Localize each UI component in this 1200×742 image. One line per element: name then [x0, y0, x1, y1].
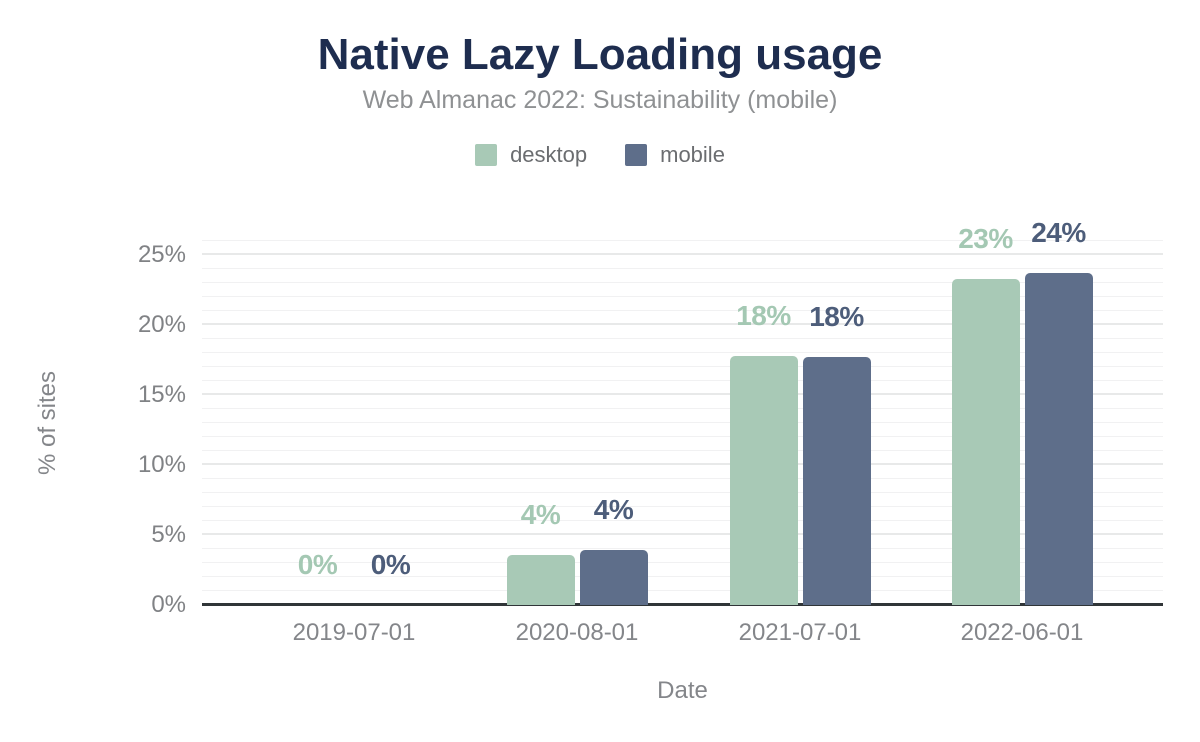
major-gridline — [202, 323, 1163, 325]
legend: desktop mobile — [0, 142, 1200, 168]
x-axis-tick-label: 2021-07-01 — [738, 619, 862, 646]
minor-gridline — [202, 478, 1163, 479]
minor-gridline — [202, 590, 1163, 591]
x-axis-tick-label: 2019-07-01 — [292, 619, 416, 646]
major-gridline — [202, 253, 1163, 255]
x-axis-tick-label: 2022-06-01 — [960, 619, 1084, 646]
y-axis-title-label: % of sites — [34, 370, 62, 476]
minor-gridline — [202, 296, 1163, 297]
bar-mobile-2020-08-01[interactable] — [579, 550, 648, 605]
minor-gridline — [202, 268, 1163, 269]
minor-gridline — [202, 240, 1163, 241]
legend-item-desktop[interactable]: desktop — [475, 142, 587, 168]
minor-gridline — [202, 422, 1163, 423]
minor-gridline — [202, 310, 1163, 311]
minor-gridline — [202, 408, 1163, 409]
minor-gridline — [202, 282, 1163, 283]
major-gridline — [202, 463, 1163, 465]
y-axis-tick-label: 25% — [137, 241, 186, 268]
legend-item-mobile[interactable]: mobile — [625, 142, 725, 168]
bar-value-label-desktop-2019-07-01: 0% — [297, 549, 338, 580]
bar-value-label-desktop-2022-06-01: 23% — [958, 222, 1013, 254]
y-axis-tick-label: 10% — [137, 451, 186, 478]
legend-swatch-icon — [625, 144, 648, 166]
minor-gridline — [202, 450, 1163, 451]
minor-gridline — [202, 366, 1163, 367]
legend-label: desktop — [510, 142, 588, 167]
bar-desktop-2020-08-01[interactable] — [506, 554, 575, 605]
y-axis-tick-label: 5% — [151, 521, 186, 548]
legend-swatch-icon — [475, 144, 498, 166]
bar-desktop-2022-06-01[interactable] — [951, 278, 1020, 605]
minor-gridline — [202, 352, 1163, 353]
y-axis-tick-label: 0% — [151, 591, 186, 618]
bar-value-label-mobile-2019-07-01: 0% — [370, 549, 411, 580]
x-axis-tick-label: 2020-08-01 — [515, 619, 639, 646]
minor-gridline — [202, 506, 1163, 507]
y-axis-tick-label: 20% — [137, 311, 186, 338]
bar-value-label-mobile-2021-07-01: 18% — [809, 301, 864, 333]
bar-mobile-2021-07-01[interactable] — [802, 357, 871, 605]
bar-value-label-mobile-2020-08-01: 4% — [593, 494, 634, 526]
minor-gridline — [202, 380, 1163, 381]
y-axis-tick-label: 15% — [137, 381, 186, 408]
x-axis-title: Date — [657, 677, 708, 704]
minor-gridline — [202, 548, 1163, 549]
bar-desktop-2021-07-01[interactable] — [729, 355, 798, 605]
bar-value-label-desktop-2020-08-01: 4% — [520, 498, 561, 530]
minor-gridline — [202, 520, 1163, 521]
minor-gridline — [202, 436, 1163, 437]
bar-mobile-2022-06-01[interactable] — [1024, 273, 1093, 605]
legend-label: mobile — [660, 142, 725, 167]
plot-area: Date 0% 5% 10% 15% 20% 25% 0% 0% 2019-07-01 4% 4% 2… — [138, 219, 1163, 704]
minor-gridline — [202, 576, 1163, 577]
minor-gridline — [202, 492, 1163, 493]
chart-subtitle: Web Almanac 2022: Sustainability (mobile… — [362, 86, 838, 114]
x-axis-line — [202, 603, 1163, 606]
bar-value-label-desktop-2021-07-01: 18% — [736, 299, 791, 331]
minor-gridline — [202, 562, 1163, 563]
major-gridline — [202, 393, 1163, 395]
major-gridline — [202, 533, 1163, 535]
bar-value-label-mobile-2022-06-01: 24% — [1031, 217, 1086, 249]
minor-gridline — [202, 338, 1163, 339]
chart-title: Native Lazy Loading usage — [317, 30, 883, 79]
